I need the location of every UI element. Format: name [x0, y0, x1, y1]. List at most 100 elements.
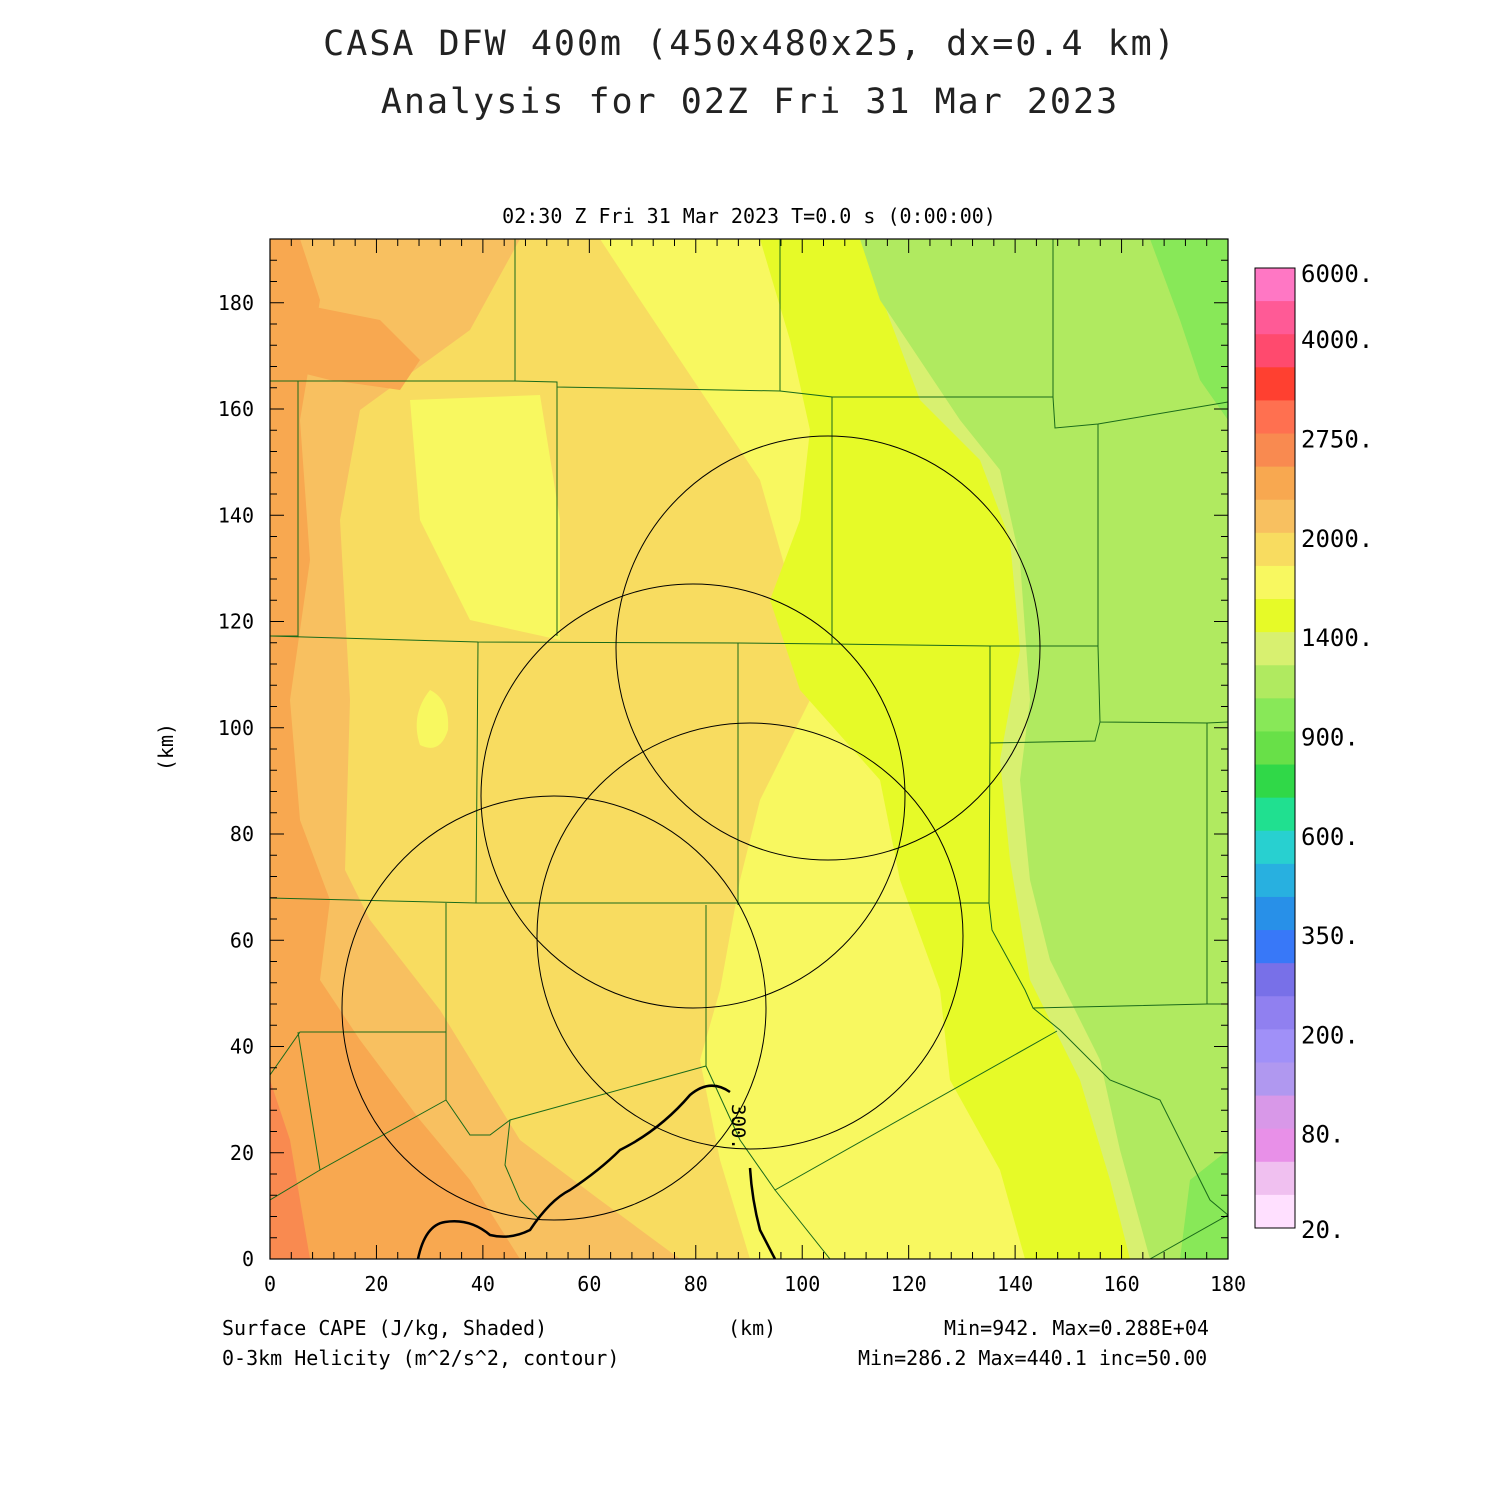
county-line: [989, 646, 1101, 744]
colorbar-swatch: [1255, 1029, 1295, 1063]
county-line: [988, 902, 1228, 1009]
colorbar-swatch: [1255, 565, 1295, 600]
shaded-field-label: Surface CAPE (J/kg, Shaded): [222, 1316, 548, 1340]
county-line: [504, 1119, 541, 1221]
colorbar-swatch: [1255, 830, 1295, 865]
cape-fill-1700-north: [410, 395, 560, 640]
cape-shading: [270, 239, 1228, 1259]
colorbar-swatch: [1255, 632, 1295, 666]
x-tick-label: 140: [997, 1272, 1033, 1296]
colorbar-swatch: [1255, 532, 1295, 567]
x-tick-label: 80: [684, 1272, 708, 1296]
helicity-contour: [416, 1084, 777, 1259]
helicity-contour-line: [748, 1167, 777, 1259]
cape-fill-1150: [860, 239, 1228, 1259]
x-tick-label: 60: [577, 1272, 601, 1296]
range-ring-center: [536, 722, 964, 1150]
county-line: [774, 1189, 831, 1259]
valid-time-label: 02:30 Z Fri 31 Mar 2023 T=0.0 s (0:00:00…: [502, 204, 996, 228]
x-tick-label: 120: [891, 1272, 927, 1296]
range-ring-sw: [341, 795, 767, 1221]
colorbar-swatch: [1255, 930, 1295, 964]
y-tick-label: 100: [218, 716, 254, 740]
colorbar-swatch: [1255, 797, 1295, 832]
axis-tick-labels: 0 20 40 60 80 100 120 140 160 180 0 20 40 60 80 100 120 1…: [218, 291, 1246, 1296]
colorbar-label: 200.: [1301, 1021, 1359, 1049]
colorbar-label: 600.: [1301, 823, 1359, 851]
y-tick-label: 140: [218, 503, 254, 527]
colorbar-swatch: [1255, 996, 1295, 1030]
county-line: [1032, 1007, 1228, 1216]
x-tick-label: 0: [264, 1272, 276, 1296]
colorbar-label: 20.: [1301, 1216, 1344, 1244]
colorbar-swatch: [1255, 599, 1295, 633]
colorbar-swatch: [1255, 268, 1295, 302]
colorbar-label: 2750.: [1301, 426, 1373, 454]
x-axis-unit: (km): [728, 1316, 777, 1340]
colorbar-label: 350.: [1301, 922, 1359, 950]
colorbar-swatch: [1255, 433, 1295, 468]
colorbar-label: 4000.: [1301, 326, 1373, 354]
colorbar-swatch: [1255, 1194, 1295, 1229]
y-axis-unit: (km): [154, 722, 179, 772]
colorbar-swatch: [1255, 400, 1295, 435]
shaded-field-stats: Min=942. Max=0.288E+04: [944, 1316, 1209, 1340]
county-line: [1052, 396, 1228, 429]
colorbar-swatch: [1255, 1128, 1295, 1163]
cape-fill-2400-west: [270, 239, 520, 1259]
colorbar-swatch: [1255, 1062, 1295, 1097]
colorbar-label: 80.: [1301, 1121, 1344, 1149]
y-tick-label: 40: [230, 1035, 254, 1059]
cape-fill-1000: [1150, 239, 1228, 1259]
colorbar-swatch: [1255, 367, 1295, 401]
colorbar-swatch: [1255, 764, 1295, 799]
x-tick-label: 180: [1210, 1272, 1246, 1296]
colorbar-swatch: [1255, 731, 1295, 766]
y-tick-label: 80: [230, 822, 254, 846]
axis-ticks: [269, 238, 1229, 1260]
county-line: [270, 1169, 321, 1201]
contour-field-label: 0-3km Helicity (m^2/s^2, contour): [222, 1346, 620, 1370]
x-tick-label: 20: [364, 1272, 388, 1296]
colorbar-swatch: [1255, 466, 1295, 501]
range-ring-w: [480, 583, 906, 1009]
county-line: [705, 1030, 1058, 1191]
cape-fill-2400-nw: [280, 300, 420, 390]
county-boundaries: [270, 239, 1228, 1259]
colorbar-labels: 6000. 4000. 2750. 2000. 1400. 900. 600. 350. 200…: [1301, 260, 1373, 1244]
county-line: [1149, 1214, 1228, 1259]
colorbar-swatch: [1255, 896, 1295, 931]
x-tick-label: 40: [471, 1272, 495, 1296]
y-tick-label: 160: [218, 397, 254, 421]
y-tick-label: 0: [242, 1247, 254, 1271]
helicity-contour-line: [416, 1084, 731, 1259]
colorbar-swatch: [1255, 1161, 1295, 1196]
colorbar-swatch: [1255, 698, 1295, 732]
cape-fill-1700-island: [416, 690, 449, 748]
colorbar-label: 1400.: [1301, 624, 1373, 652]
colorbar-swatch: [1255, 1095, 1295, 1130]
colorbar-swatch: [1255, 963, 1295, 997]
x-tick-label: 160: [1103, 1272, 1139, 1296]
contour-field-stats: Min=286.2 Max=440.1 inc=50.00: [858, 1346, 1208, 1370]
range-ring-ne: [615, 435, 1041, 861]
plot-title-line2: Analysis for 02Z Fri 31 Mar 2023: [380, 82, 1120, 122]
colorbar-label: 900.: [1301, 723, 1359, 751]
colorbar-frame: [1254, 267, 1296, 1229]
y-tick-label: 20: [230, 1141, 254, 1165]
colorbar-swatch: [1255, 665, 1295, 699]
county-line: [270, 903, 447, 1076]
colorbar-swatch: [1255, 499, 1295, 534]
colorbar-swatch: [1255, 301, 1295, 335]
x-tick-label: 100: [784, 1272, 820, 1296]
colorbar-label: 2000.: [1301, 525, 1373, 553]
colorbar-label: 6000.: [1301, 260, 1373, 288]
helicity-contour-label: 300.: [727, 1104, 749, 1150]
colorbar-swatch: [1255, 334, 1295, 368]
plot-title-line1: CASA DFW 400m (450x480x25, dx=0.4 km): [323, 24, 1177, 64]
y-tick-label: 180: [218, 291, 254, 315]
colorbar: [1254, 267, 1296, 1229]
y-tick-label: 60: [230, 928, 254, 952]
colorbar-swatch: [1255, 863, 1295, 898]
